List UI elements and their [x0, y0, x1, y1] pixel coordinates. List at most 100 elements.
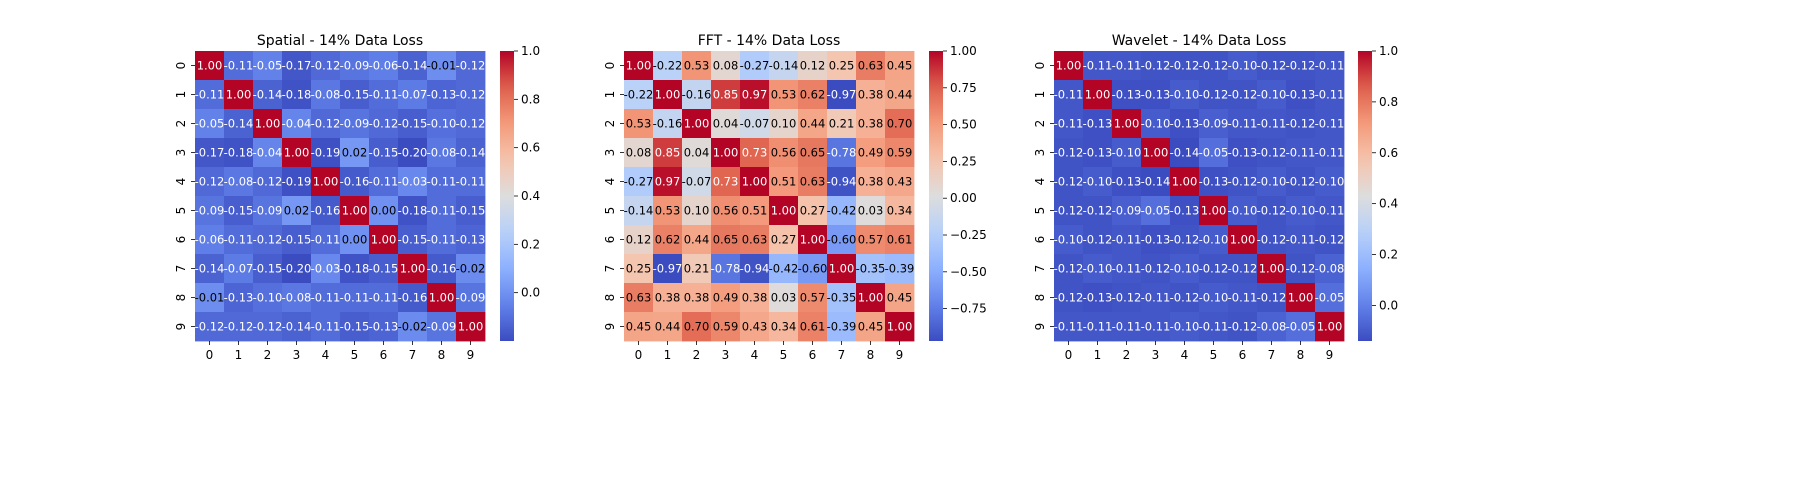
chart-title: FFT - 14% Data Loss	[698, 33, 841, 49]
cell-value-label: -0.13	[1228, 146, 1258, 160]
cell-value-label: 0.10	[684, 204, 710, 218]
cell-value-label: -0.12	[1257, 233, 1287, 247]
cell-value-label: -0.14	[195, 262, 225, 276]
heatmap-cell	[740, 283, 770, 313]
cell-value-label: -0.03	[398, 175, 428, 189]
y-tick-label: 3	[174, 149, 188, 157]
x-tick-label: 3	[1152, 348, 1160, 362]
cell-value-label: -0.14	[282, 320, 312, 334]
cell-value-label: 0.49	[858, 146, 884, 160]
cell-value-label: -0.16	[340, 175, 370, 189]
y-tick-label: 9	[174, 323, 188, 331]
cell-value-label: -0.12	[1286, 59, 1316, 73]
cell-value-label: -0.01	[195, 291, 225, 305]
cell-value-label: -0.12	[1228, 88, 1258, 102]
chart-title: Wavelet - 14% Data Loss	[1112, 33, 1287, 49]
cell-value-label: -0.11	[427, 204, 457, 218]
heatmap-cell	[711, 312, 741, 342]
y-tick-label: 6	[174, 236, 188, 244]
cell-value-label: -0.11	[369, 175, 399, 189]
heatmap-cell	[1228, 51, 1258, 81]
cell-value-label: -0.08	[282, 291, 312, 305]
heatmap-cell	[1054, 283, 1084, 313]
heatmap-cell	[827, 138, 857, 168]
heatmap-cell	[224, 109, 254, 139]
cell-value-label: -0.09	[456, 291, 486, 305]
cell-value-label: -0.11	[195, 88, 225, 102]
cell-value-label: -0.06	[369, 59, 399, 73]
heatmap-cell	[885, 312, 915, 342]
heatmap-cell	[1257, 51, 1287, 81]
heatmap-cell	[1141, 167, 1171, 197]
cell-value-label: -0.13	[1083, 146, 1113, 160]
y-tick-label: 7	[603, 265, 617, 273]
heatmap-cell	[340, 138, 370, 168]
cell-value-label: 0.21	[684, 262, 710, 276]
cell-value-label: -0.39	[827, 320, 857, 334]
heatmap-cell	[1315, 283, 1345, 313]
cell-value-label: -0.11	[1315, 204, 1345, 218]
heatmap-cell	[282, 138, 312, 168]
cell-value-label: -0.04	[282, 117, 312, 131]
cell-value-label: 1.00	[1317, 320, 1343, 334]
cell-value-label: -0.14	[456, 146, 486, 160]
y-tick-label: 7	[1033, 265, 1047, 273]
cell-value-label: -0.12	[1199, 88, 1229, 102]
cell-value-label: 0.44	[684, 233, 710, 247]
heatmap-cell	[798, 225, 828, 255]
cell-value-label: -0.10	[1170, 262, 1200, 276]
heatmap-cell	[827, 312, 857, 342]
heatmap-cell	[1315, 196, 1345, 226]
y-tick-label: 1	[174, 91, 188, 99]
cell-value-label: -0.13	[1141, 88, 1171, 102]
colorbar-tick-label: 0.4	[1379, 197, 1398, 211]
y-tick-label: 9	[1033, 323, 1047, 331]
heatmap-cell	[1257, 312, 1287, 342]
heatmap-cell	[340, 312, 370, 342]
heatmap-cell	[369, 225, 399, 255]
y-tick-label: 2	[1033, 120, 1047, 128]
heatmap-cell	[1228, 167, 1258, 197]
cell-value-label: -0.15	[398, 233, 428, 247]
heatmap-cell	[856, 312, 886, 342]
cell-value-label: 0.56	[771, 146, 797, 160]
cell-value-label: -0.11	[1315, 117, 1345, 131]
heatmap-cell	[682, 80, 712, 110]
heatmap-cell	[798, 51, 828, 81]
heatmap-cell	[682, 138, 712, 168]
heatmap-cell	[624, 196, 654, 226]
cell-value-label: 0.34	[887, 204, 913, 218]
y-tick-label: 4	[603, 178, 617, 186]
heatmap-cell	[311, 80, 341, 110]
heatmap-cell	[1170, 254, 1200, 284]
cell-value-label: 0.03	[858, 204, 884, 218]
cell-value-label: -0.11	[311, 320, 341, 334]
cell-value-label: -0.19	[311, 146, 341, 160]
cell-value-label: 1.00	[742, 175, 768, 189]
heatmap-cell	[369, 312, 399, 342]
cell-value-label: -0.13	[1170, 204, 1200, 218]
cell-value-label: 0.56	[713, 204, 739, 218]
cell-value-label: -0.01	[427, 59, 457, 73]
heatmap-cell	[885, 225, 915, 255]
cell-value-label: -0.18	[340, 262, 370, 276]
heatmap-cell	[798, 109, 828, 139]
cell-value-label: -0.12	[311, 59, 341, 73]
heatmap-cell	[340, 51, 370, 81]
heatmap-cell	[1112, 51, 1142, 81]
heatmap-cell	[427, 138, 457, 168]
cell-value-label: -0.13	[1170, 117, 1200, 131]
heatmap-cell	[427, 51, 457, 81]
heatmap-cell	[1054, 167, 1084, 197]
cell-value-label: -0.11	[1315, 59, 1345, 73]
cell-value-label: 0.97	[655, 175, 681, 189]
heatmap-cell	[740, 254, 770, 284]
heatmap-cell	[1141, 109, 1171, 139]
y-tick-label: 6	[1033, 236, 1047, 244]
heatmap-cell	[456, 283, 486, 313]
y-tick-label: 0	[174, 62, 188, 70]
heatmap-cell	[282, 254, 312, 284]
cell-value-label: 0.38	[858, 88, 884, 102]
cell-value-label: -0.78	[711, 262, 741, 276]
heatmap-cell	[369, 109, 399, 139]
